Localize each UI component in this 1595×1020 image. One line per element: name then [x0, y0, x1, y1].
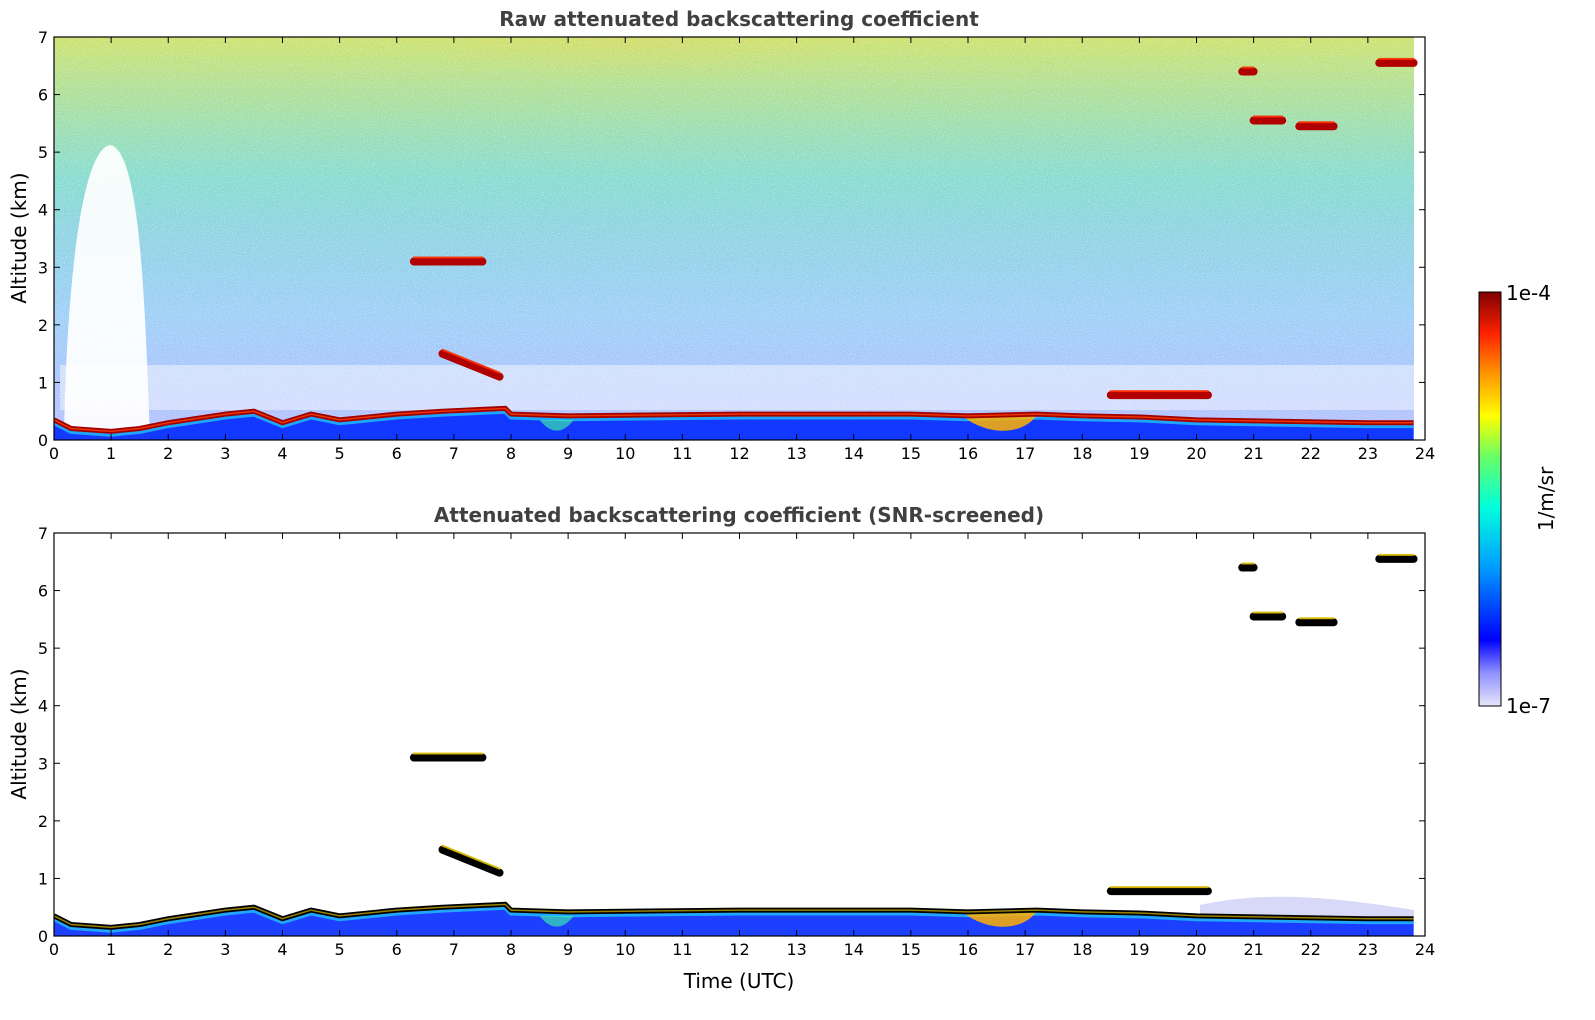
colorbar-min-label: 1e-7 — [1506, 694, 1551, 718]
x-tick-label: 15 — [901, 444, 921, 463]
colorbar-max-label: 1e-4 — [1506, 281, 1551, 305]
x-tick-label: 3 — [220, 444, 230, 463]
heatmap-screened — [54, 533, 1425, 936]
panel-raw: Raw attenuated backscattering coefficien… — [7, 7, 1435, 463]
x-tick-label: 8 — [506, 940, 516, 959]
x-tick-label: 1 — [106, 444, 116, 463]
boundary-layer-fringe — [54, 408, 1414, 437]
x-tick-label: 18 — [1072, 444, 1092, 463]
x-tick-label: 5 — [335, 940, 345, 959]
x-tick-label: 6 — [392, 940, 402, 959]
panel-screened: Attenuated backscattering coefficient (S… — [7, 503, 1435, 993]
y-tick-label: 0 — [38, 431, 48, 450]
x-tick-label: 4 — [277, 444, 287, 463]
x-tick-label: 0 — [49, 940, 59, 959]
colorbar-units-label: 1/m/sr — [1534, 466, 1558, 531]
y-tick-label: 2 — [38, 316, 48, 335]
colorbar-gradient — [1478, 291, 1502, 707]
warm-plume — [962, 415, 1037, 431]
x-tick-label: 6 — [392, 444, 402, 463]
x-tick-label: 7 — [449, 444, 459, 463]
y-tick-label: 3 — [38, 258, 48, 277]
x-tick-label: 22 — [1301, 940, 1321, 959]
x-tick-label: 20 — [1186, 940, 1206, 959]
x-tick-label: 10 — [615, 940, 635, 959]
x-tick-label: 15 — [901, 940, 921, 959]
x-tick-label: 10 — [615, 444, 635, 463]
x-tick-label: 16 — [958, 940, 978, 959]
x-tick-label: 19 — [1129, 444, 1149, 463]
x-tick-label: 22 — [1301, 444, 1321, 463]
x-tick-label: 14 — [844, 444, 864, 463]
x-tick-label: 11 — [672, 940, 692, 959]
aerosol-patch — [539, 915, 574, 927]
chart-title-screened: Attenuated backscattering coefficient (S… — [434, 503, 1044, 527]
x-tick-label: 0 — [49, 444, 59, 463]
x-tick-label: 18 — [1072, 940, 1092, 959]
cloud-layer — [438, 845, 504, 877]
y-tick-label: 6 — [38, 86, 48, 105]
x-tick-label: 24 — [1415, 444, 1435, 463]
x-tick-label: 21 — [1243, 940, 1263, 959]
x-tick-label: 24 — [1415, 940, 1435, 959]
x-tick-label: 17 — [1015, 444, 1035, 463]
boundary-layer-fringe — [54, 904, 1414, 933]
y-tick-label: 4 — [38, 697, 48, 716]
x-tick-label: 8 — [506, 444, 516, 463]
x-tick-label: 21 — [1243, 444, 1263, 463]
colorbar: 1e-4 1e-7 1/m/sr — [1478, 281, 1558, 718]
x-tick-label: 9 — [563, 444, 573, 463]
y-tick-label: 4 — [38, 201, 48, 220]
y-tick-label: 1 — [38, 373, 48, 392]
y-tick-label: 7 — [38, 524, 48, 543]
x-tick-label: 12 — [729, 940, 749, 959]
x-tick-label: 5 — [335, 444, 345, 463]
x-tick-label: 11 — [672, 444, 692, 463]
x-tick-label: 19 — [1129, 940, 1149, 959]
y-tick-label: 7 — [38, 28, 48, 47]
y-axis-label-screened: Altitude (km) — [7, 668, 31, 799]
x-tick-label: 2 — [163, 444, 173, 463]
x-tick-label: 13 — [786, 444, 806, 463]
x-tick-label: 23 — [1358, 940, 1378, 959]
y-axis-label-raw: Altitude (km) — [7, 172, 31, 303]
y-tick-label: 3 — [38, 754, 48, 773]
x-tick-label: 9 — [563, 940, 573, 959]
x-tick-label: 17 — [1015, 940, 1035, 959]
x-tick-label: 23 — [1358, 444, 1378, 463]
x-tick-label: 16 — [958, 444, 978, 463]
y-tick-label: 5 — [38, 143, 48, 162]
x-tick-label: 4 — [277, 940, 287, 959]
y-tick-label: 6 — [38, 582, 48, 601]
x-tick-label: 7 — [449, 940, 459, 959]
chart-title-raw: Raw attenuated backscattering coefficien… — [499, 7, 979, 31]
cloud-layer — [438, 349, 504, 381]
warm-plume — [962, 911, 1037, 927]
y-tick-label: 5 — [38, 639, 48, 658]
x-tick-label: 20 — [1186, 444, 1206, 463]
speckle-overlay — [54, 37, 1414, 440]
y-tick-label: 0 — [38, 927, 48, 946]
y-tick-label: 1 — [38, 869, 48, 888]
x-tick-label: 1 — [106, 940, 116, 959]
aerosol-patch — [539, 419, 574, 431]
x-tick-label: 3 — [220, 940, 230, 959]
heatmap-raw — [54, 37, 1425, 440]
x-tick-label: 14 — [844, 940, 864, 959]
x-axis-label: Time (UTC) — [683, 969, 795, 993]
x-tick-label: 13 — [786, 940, 806, 959]
x-tick-label: 2 — [163, 940, 173, 959]
x-tick-label: 12 — [729, 444, 749, 463]
y-tick-label: 2 — [38, 812, 48, 831]
